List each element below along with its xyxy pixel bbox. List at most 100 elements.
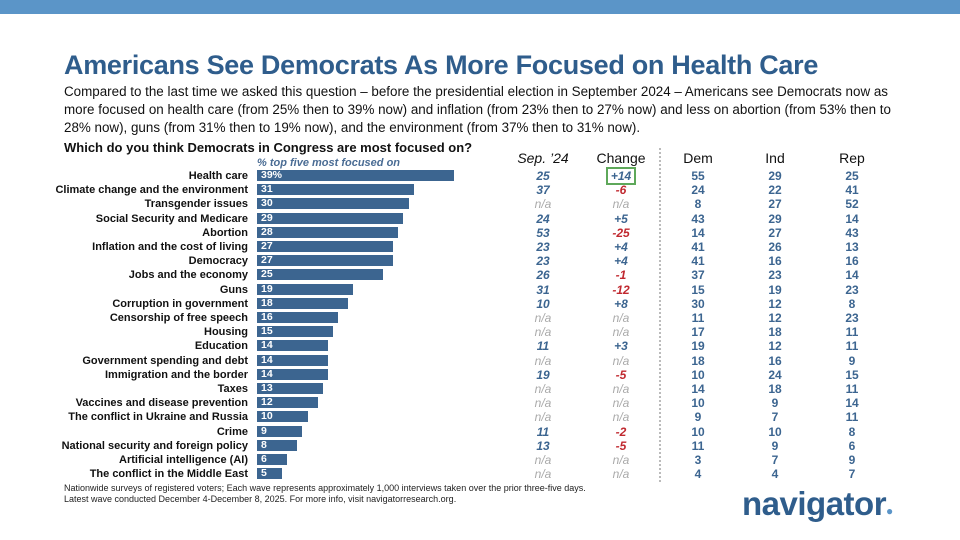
- change-cell: -1: [615, 268, 627, 283]
- ind-cell: 29: [768, 169, 782, 183]
- dem-cell: 9: [694, 410, 702, 425]
- rep-cell: 23: [845, 282, 859, 297]
- dem-cell: 3: [694, 453, 702, 467]
- ind-cell: 9: [771, 438, 779, 453]
- change-cell: +4: [614, 254, 628, 269]
- rep-cell: 41: [845, 183, 859, 198]
- row-label: Artificial intelligence (AI): [119, 454, 248, 466]
- bar: 14: [257, 339, 328, 352]
- bar-value-label: 18: [261, 296, 273, 309]
- bar: 9: [257, 424, 303, 437]
- bar: 14: [257, 367, 328, 380]
- rep-cell: 6: [848, 438, 856, 453]
- change-cell: -5: [615, 438, 627, 453]
- row-label: Climate change and the environment: [55, 184, 248, 197]
- bar: 30: [257, 197, 409, 210]
- column-divider: [659, 148, 661, 482]
- table-row: National security and foreign policy 8 13 -…: [0, 439, 960, 453]
- rep-cell: 11: [845, 410, 859, 425]
- table-row: Climate change and the environment 31 37 -6…: [0, 183, 960, 197]
- row-label: Inflation and the cost of living: [92, 241, 248, 253]
- bar-value-label: 28: [261, 225, 273, 238]
- sep24-cell: n/a: [534, 197, 552, 212]
- bar-value-label: 16: [261, 311, 273, 323]
- rep-cell: 8: [848, 296, 856, 311]
- change-cell: -25: [612, 225, 630, 240]
- col-header-ind: Ind: [765, 150, 785, 166]
- bar-value-label: 9: [261, 424, 267, 437]
- dem-cell: 8: [694, 197, 702, 212]
- sep24-cell: n/a: [534, 453, 552, 467]
- bar: 28: [257, 225, 399, 238]
- bar: 5: [257, 467, 283, 480]
- bar: 29: [257, 211, 404, 224]
- table-row: Immigration and the border 14 19 -5 10 24 15: [0, 368, 960, 382]
- ind-cell: 4: [771, 467, 779, 482]
- bar-value-label: 6: [261, 453, 267, 465]
- bar-value-label: 12: [261, 396, 273, 409]
- row-label: Corruption in government: [112, 297, 248, 310]
- ind-cell: 16: [768, 353, 782, 368]
- row-label: Immigration and the border: [104, 368, 248, 381]
- bar: 27: [257, 240, 394, 252]
- bar: 13: [257, 382, 323, 394]
- rep-cell: 25: [845, 169, 859, 183]
- sep24-cell: 10: [536, 296, 550, 311]
- change-cell: n/a: [612, 311, 630, 325]
- table-row: Vaccines and disease prevention 12 n/a n/a 1…: [0, 396, 960, 410]
- sep24-cell: 23: [536, 254, 550, 269]
- logo-text: navigator: [742, 485, 887, 522]
- bar-value-label: 29: [261, 211, 273, 224]
- change-cell: n/a: [612, 396, 630, 411]
- bar-value-label: 10: [261, 410, 273, 423]
- dem-cell: 18: [691, 353, 705, 368]
- ind-cell: 7: [771, 453, 779, 467]
- row-label: Abortion: [202, 226, 248, 239]
- ind-cell: 23: [768, 268, 782, 283]
- bar-value-label: 8: [261, 438, 267, 451]
- dem-cell: 43: [691, 211, 705, 226]
- sep24-cell: 11: [536, 339, 550, 354]
- footnote-line-1: Nationwide surveys of registered voters;…: [64, 483, 586, 493]
- rep-cell: 15: [845, 367, 859, 382]
- change-cell: n/a: [612, 410, 630, 425]
- row-label: Housing: [204, 326, 248, 339]
- table-row: Jobs and the economy 25 26 -1 37 23 14: [0, 268, 960, 282]
- rep-cell: 13: [845, 240, 859, 254]
- dem-cell: 10: [691, 424, 705, 439]
- dem-cell: 14: [691, 382, 705, 396]
- rep-cell: 16: [845, 254, 859, 269]
- change-cell: -2: [615, 424, 627, 439]
- change-cell: n/a: [612, 382, 630, 396]
- sep24-cell: 26: [536, 268, 550, 283]
- col-header-sep24: Sep. ’24: [517, 150, 569, 166]
- bar-value-label: 30: [261, 197, 273, 210]
- table-row: Taxes 13 n/a n/a 14 18 11: [0, 382, 960, 396]
- change-cell: -6: [615, 183, 627, 198]
- dem-cell: 41: [691, 254, 705, 269]
- row-label: Transgender issues: [144, 198, 248, 211]
- dem-cell: 10: [691, 396, 705, 411]
- bar-value-label: 13: [261, 382, 273, 394]
- ind-cell: 27: [768, 225, 782, 240]
- dem-cell: 17: [691, 325, 705, 340]
- row-label: Social Security and Medicare: [95, 212, 248, 225]
- row-label: The conflict in the Middle East: [89, 468, 248, 481]
- top-accent-bar: [0, 0, 960, 14]
- bar: 25: [257, 268, 384, 281]
- table-row: Guns 19 31 -12 15 19 23: [0, 283, 960, 297]
- row-label: Government spending and debt: [82, 354, 248, 367]
- table-row: Health care 39% 25 +14 55 29 25: [0, 167, 960, 185]
- change-cell: +4: [614, 240, 628, 254]
- bar-value-label: 14: [261, 367, 273, 380]
- bar: 14: [257, 354, 328, 366]
- table-row: Education 14 11 +3 19 12 11: [0, 339, 960, 353]
- rep-cell: 14: [845, 211, 859, 226]
- ind-cell: 24: [768, 367, 782, 382]
- ind-cell: 7: [771, 410, 779, 425]
- change-cell: -5: [615, 367, 627, 382]
- navigator-logo: navigator●: [742, 485, 893, 522]
- ind-cell: 16: [768, 254, 782, 269]
- ind-cell: 27: [768, 197, 782, 212]
- rep-cell: 9: [848, 353, 856, 368]
